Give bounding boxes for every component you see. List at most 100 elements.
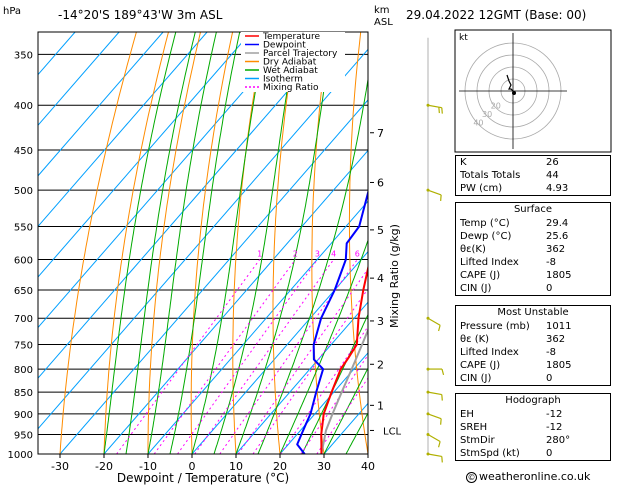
location-title: -14°20'S 189°43'W 3m ASL [58,8,223,22]
isotherm-line [279,352,368,454]
km-axis: 1 2 3 4 5 6 7 LCL [370,127,402,437]
surface-row: Temp (°C) 29.4 [456,217,610,230]
asl-label: ASL [374,17,393,28]
hodograph-trace [506,74,514,92]
surface-title: Surface [513,204,553,215]
dewpoint-profile [296,188,368,454]
wet-adiabat-line [301,313,368,454]
hodograph-stat-key: StmSpd (kt) [460,448,520,459]
most-unstable-value: 362 [546,334,566,345]
wet-adiabat-line [257,76,368,454]
surface-table: Surface Temp (°C) 29.4 Dewp (°C) 25.6 θε(K) 3… [455,202,611,296]
wind-barb-point [426,452,430,456]
pressure-tick-label: 700 [14,314,33,325]
dry-adiabat-line [311,32,330,454]
x-tick-label: -30 [51,460,69,473]
index-key: Totals Totals [460,170,521,181]
most-unstable-key: Pressure (mb) [460,321,530,332]
pressure-tick-label: 950 [14,430,33,441]
legend-label: Mixing Ratio [263,83,319,93]
most-unstable-row: CAPE (J) 1805 [456,359,610,372]
hodograph-unit: kt [459,33,468,43]
most-unstable-table: Most Unstable Pressure (mb) 1011 θε (K) 362… [455,305,611,386]
surface-value: -8 [546,257,556,268]
pressure-tick-label: 450 [14,146,33,157]
km-tick-label: 5 [377,224,384,237]
index-key: PW (cm) [460,183,503,194]
x-tick-label: -10 [139,460,157,473]
km-tick-label: 7 [377,127,384,140]
mixing-ratio-label: 8 [372,250,377,259]
hodograph-stat-row: StmDir 280° [456,434,610,447]
wind-barb [427,391,442,396]
isotherm-line [38,32,296,329]
datetime-title: 29.04.2022 12GMT (Base: 00) [406,8,586,22]
pressure-tick-label: 900 [14,410,33,421]
km-tick-label: 1 [377,399,384,412]
mixing-ratio-line [116,259,261,454]
index-row: K 26 [456,156,610,169]
most-unstable-row: Lifted Index -8 [456,346,610,359]
pressure-tick-label: 750 [14,340,33,351]
mixing-ratio-line [252,287,368,454]
surface-key: Dewp (°C) [460,231,512,242]
x-tick-label: 0 [189,460,196,473]
wet-adiabat-line [103,32,177,454]
dry-adiabat-line [103,32,169,454]
x-tick-label: -20 [95,460,113,473]
mixing-ratio-label: 6 [355,250,360,259]
wet-adiabat-line [147,32,217,454]
hodograph-stat-row: EH -12 [456,408,610,421]
most-unstable-title: Most Unstable [497,307,569,318]
legend-label: Parcel Trajectory [263,49,338,59]
hodograph-stat-row: StmSpd (kt) 0 [456,447,610,460]
hodograph-stat-value: 0 [546,448,553,459]
surface-key: Temp (°C) [460,218,510,229]
hodograph-stat-key: EH [460,409,474,420]
footer: © weatheronline.co.uk [466,470,590,483]
wind-barb-flag [440,418,442,425]
pressure-tick-label: 800 [14,365,33,376]
parcel-trajectory [320,327,368,454]
mixing-ratio-line [153,259,296,454]
index-key: K [460,157,467,168]
isotherm-line [38,32,120,126]
pressure-tick-label: 650 [14,286,33,297]
pressure-tick-label: 600 [14,256,33,267]
axes: 3504004505005506006507007508008509009501… [8,50,375,473]
surface-row: Dewp (°C) 25.6 [456,230,610,243]
most-unstable-key: CAPE (J) [460,360,501,371]
hodograph-stat-key: StmDir [460,435,495,446]
index-value: 4.93 [546,183,569,194]
mixing-ratio-line [280,325,368,454]
surface-row: CIN (J) 0 [456,282,610,295]
wind-barb-point [426,367,430,371]
wet-adiabat-line [191,32,267,454]
mixing-ratio-label: 20 [428,250,438,259]
surface-value: 0 [546,283,553,294]
surface-row: Lifted Index -8 [456,256,610,269]
mixing-ratio-label: 1 [257,250,262,259]
hodograph-stat-value: 280° [546,435,571,446]
isotherm-line [38,32,340,379]
mixing-ratio-label: 4 [331,250,336,259]
hodograph-ring-label: 20 [491,101,501,110]
hodograph-stat-row: SREH -12 [456,421,610,434]
mixing-ratio-line [177,259,318,454]
x-tick-label: 20 [273,460,287,473]
footer-text: weatheronline.co.uk [479,470,591,483]
wind-barbs [426,37,445,463]
wind-barb-point [426,103,430,107]
most-unstable-row: CIN (J) 0 [456,372,610,385]
mixing-ratio-axis-label: Mixing Ratio (g/kg) [388,224,401,328]
hodograph-stat-key: SREH [460,422,488,433]
most-unstable-key: θε (K) [460,334,490,345]
isotherm-line [103,149,368,454]
km-tick-label: 6 [377,176,384,189]
hodograph-stat-value: -12 [546,422,563,433]
wind-barb-flag [438,107,440,114]
mixing-ratio-label: 2 [293,250,298,259]
surface-row: θε(K) 362 [456,243,610,256]
dry-adiabat-line [190,32,234,454]
